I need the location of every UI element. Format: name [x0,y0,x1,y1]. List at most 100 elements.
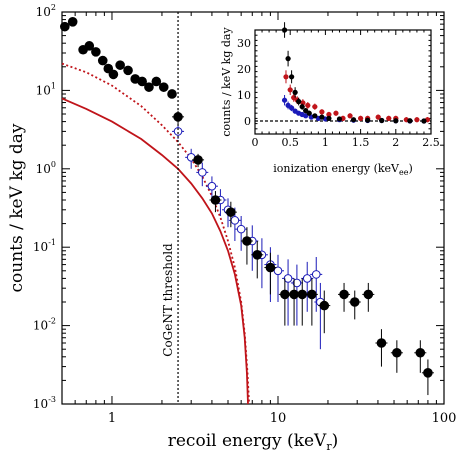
main-data-point [375,329,388,367]
main-data-point [108,69,119,80]
main-data-point [301,261,314,312]
inset-x-tick-label: 2.5 [422,136,440,149]
inset-marker [393,118,399,124]
main-y-tick-label: 10-2 [33,317,56,333]
inset-y-axis-label: counts / keV kg day [220,27,233,137]
main-data-point [185,148,198,169]
inset-data-point [312,103,318,110]
main-y-tick-exp: -1 [48,238,56,247]
main-data-point [278,278,291,326]
main-data-point [348,290,361,320]
main-marker-filled [252,249,263,260]
main-y-tick-label: 100 [36,160,56,176]
inset-data-point [347,113,353,119]
inset-marker [285,56,291,62]
main-y-tick-label: 10-1 [33,238,56,254]
main-marker-filled [289,289,299,300]
inset-x-tick-label: 1 [322,136,329,149]
inset-data-point [407,118,413,124]
main-marker-filled [280,289,290,300]
inset-marker [289,105,295,111]
main-data-point [421,359,434,396]
main-marker-filled [210,195,221,205]
main-marker-filled [91,47,101,57]
main-marker-filled [67,16,78,27]
main-axis-ticks [61,11,445,405]
main-marker-filled [97,55,108,66]
main-marker-filled [144,82,154,92]
main-data-point [60,21,70,32]
main-data-point [224,201,237,228]
inset-marker [347,113,353,119]
inset-data-point [296,97,302,106]
main-marker-filled [158,82,169,92]
main-marker-filled [108,69,119,80]
main-marker-filled [265,262,276,273]
inset-data-point [365,117,371,123]
inset-data-point [386,115,392,121]
main-x-axis-label-sub: r [326,440,332,453]
main-marker-filled [115,60,125,70]
main-marker-filled [242,236,252,246]
inset-data-point [333,110,339,116]
inset-marker [421,118,427,124]
inset-y-tick-label: 20 [237,63,251,76]
inset-marker [386,115,392,121]
inset-data-point [319,109,325,115]
main-marker-open [236,224,246,234]
main-marker-filled [339,289,349,300]
main-marker-filled [193,155,203,165]
main-data-point [115,60,125,70]
main-data-point [137,76,147,87]
inset-plot-frame [254,29,432,135]
inset-data-point [306,110,312,116]
main-marker-filled [349,297,360,307]
main-data-point [271,254,284,302]
inset-x-tick-label: 1.5 [352,136,370,149]
main-data-point [264,252,277,295]
inset-marker [289,74,295,80]
inset-marker [336,116,343,122]
main-data-point [235,216,248,251]
inset-series [281,22,431,124]
main-y-tick-base: 10 [36,83,51,97]
main-data-point [240,227,253,265]
main-marker-filled [226,207,236,217]
inset-data-point [319,114,325,120]
inset-marker [305,102,311,108]
main-data-point [318,290,331,334]
inset-data-point [358,115,364,121]
main-data-point [67,16,78,27]
inset-marker [287,87,293,93]
main-marker-open [292,278,302,288]
main-marker-filled [415,347,426,358]
inset-x-axis-label: ionization energy (keVee) [273,162,413,177]
main-marker-filled [363,289,374,300]
main-data-point [205,176,218,200]
main-curve-solid [61,97,249,405]
inset-y-tick-label: 30 [237,37,251,50]
inset-data-point [379,117,385,124]
inset-data-point [375,114,381,120]
inset-data-point [289,70,295,84]
main-x-tick-label: 1 [108,411,116,426]
inset-marker [319,109,325,115]
main-data-point [246,225,259,271]
inset-marker [326,115,332,121]
inset-y-tick-label: 10 [237,89,251,102]
main-data-point [167,89,177,99]
inset-data-point [287,84,293,95]
inset-marker [319,114,325,120]
inset-x-axis-label-close: ) [408,162,412,175]
main-data-point [296,278,309,326]
main-x-tick-label: 10 [270,411,287,426]
main-marker-filled [423,368,433,378]
main-marker-filled [307,289,317,300]
main-series [60,16,434,396]
main-y-tick-exp: 0 [51,160,56,169]
inset-marker [326,111,332,118]
main-y-tick-base: 10 [33,397,48,411]
inset-marker [300,100,306,106]
